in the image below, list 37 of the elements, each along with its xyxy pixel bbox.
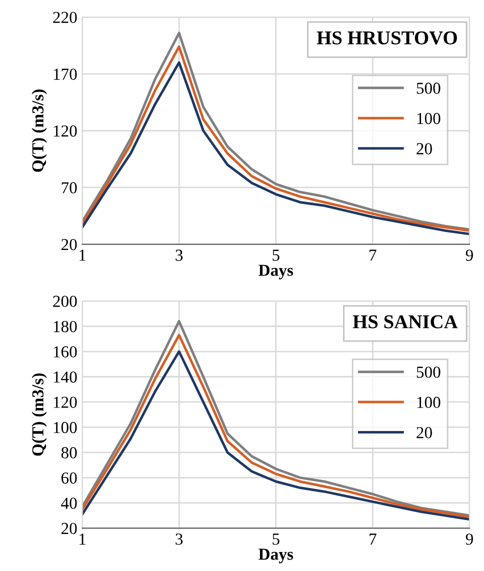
y-tick-label: 180 <box>54 320 77 332</box>
x-axis-title: Days <box>258 264 294 280</box>
y-tick-label: 100 <box>54 422 77 434</box>
y-tick-label: 120 <box>54 125 77 137</box>
y-tick-label: 60 <box>61 472 77 484</box>
x-tick-label: 5 <box>272 250 280 261</box>
x-tick-label: 9 <box>466 534 473 545</box>
x-tick-label: 9 <box>466 250 473 261</box>
y-axis-title: Q(T) (m3/s) <box>32 373 47 456</box>
y-tick-label: 20 <box>61 238 77 250</box>
x-tick-label: 7 <box>370 534 376 545</box>
y-axis-title: Q(T) (m3/s) <box>32 90 47 172</box>
y-tick-label: 70 <box>62 182 77 194</box>
text: HS HRUSTOVO <box>316 31 457 45</box>
y-tick-label: 220 <box>53 12 77 24</box>
x-axis-title: Days <box>258 548 294 564</box>
y-tick-label: 170 <box>54 68 77 80</box>
text: HS SANICA <box>352 315 458 328</box>
y-tick-label: 160 <box>54 346 77 358</box>
legend-label: 20 <box>416 143 432 154</box>
x-tick-label: 5 <box>272 534 280 545</box>
x-tick-label: 7 <box>370 250 376 261</box>
y-tick-label: 20 <box>61 522 77 534</box>
x-tick-label: 1 <box>80 250 86 261</box>
y-tick-label: 80 <box>61 447 77 458</box>
x-tick-label: 1 <box>80 534 86 545</box>
legend-label: 20 <box>416 427 432 438</box>
legend-label: 100 <box>417 112 440 124</box>
y-tick-label: 120 <box>54 396 77 408</box>
legend-label: 500 <box>416 366 440 378</box>
y-tick-label: 40 <box>61 498 77 509</box>
x-tick-label: 3 <box>176 534 183 545</box>
x-tick-label: 3 <box>176 250 183 261</box>
y-tick-label: 200 <box>53 296 77 307</box>
y-tick-label: 140 <box>54 371 77 383</box>
legend-label: 100 <box>417 396 440 408</box>
legend-label: 500 <box>416 82 440 94</box>
